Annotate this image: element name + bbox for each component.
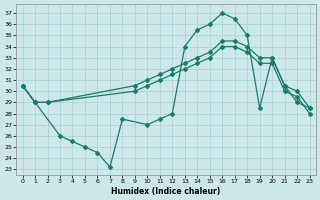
X-axis label: Humidex (Indice chaleur): Humidex (Indice chaleur) bbox=[111, 187, 221, 196]
